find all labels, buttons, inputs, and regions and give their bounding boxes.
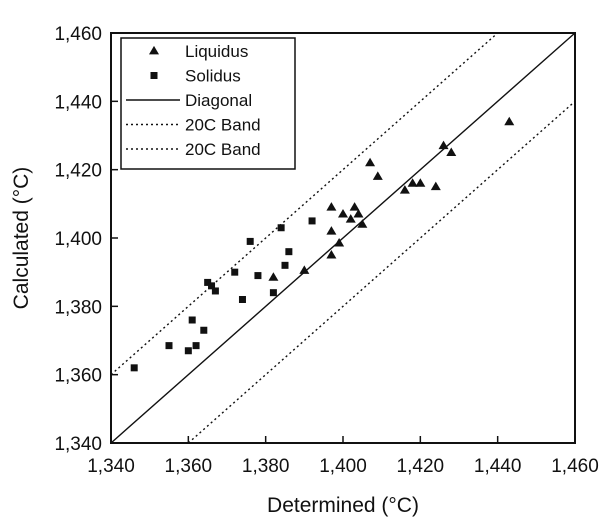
liquidus-point bbox=[415, 178, 426, 187]
liquidus-point bbox=[365, 157, 376, 167]
y-tick-label: 1,380 bbox=[54, 297, 102, 318]
solidus-point bbox=[269, 289, 277, 297]
legend-20c-band-label: 20C Band bbox=[185, 116, 261, 135]
legend-liquidus-label: Liquidus bbox=[185, 42, 248, 61]
solidus-point bbox=[204, 278, 212, 286]
x-tick-label: 1,460 bbox=[551, 456, 599, 477]
diagonal-line bbox=[111, 33, 575, 443]
20c-band-line bbox=[111, 33, 499, 376]
liquidus-point bbox=[326, 249, 337, 259]
solidus-point bbox=[254, 272, 262, 280]
liquidus-point bbox=[430, 181, 441, 191]
legend: Liquidus Solidus Diagonal 20C Band 20C Band bbox=[120, 37, 296, 170]
x-tick-label: 1,440 bbox=[474, 456, 522, 477]
liquidus-point bbox=[438, 140, 449, 150]
liquidus-point bbox=[338, 208, 348, 218]
solidus-point bbox=[130, 364, 138, 372]
solidus-point bbox=[184, 347, 192, 355]
x-tick-label: 1,380 bbox=[242, 456, 290, 477]
x-axis-title: Determined (°C) bbox=[267, 494, 419, 517]
solidus-point bbox=[192, 342, 200, 350]
y-tick-label: 1,440 bbox=[54, 92, 102, 113]
y-tick-label: 1,400 bbox=[54, 229, 102, 250]
ticks-layer: 1,340 1,360 1,380 1,400 1,420 1,440 1,460 1,340… bbox=[54, 24, 598, 477]
liquidus-point bbox=[407, 178, 418, 187]
lines-layer bbox=[111, 33, 575, 443]
20c-band-line bbox=[187, 100, 575, 443]
liquidus-point bbox=[357, 219, 368, 228]
solidus-point bbox=[246, 237, 254, 245]
legend-liquidus-marker bbox=[149, 45, 159, 55]
legend-box bbox=[120, 37, 296, 170]
legend-solidus-label: Solidus bbox=[185, 67, 241, 86]
y-tick-label: 1,420 bbox=[54, 161, 102, 182]
liquidus-point bbox=[326, 226, 337, 235]
solidus-point bbox=[188, 316, 196, 324]
y-tick-label: 1,340 bbox=[54, 434, 102, 455]
legend-20c-band-label: 20C Band bbox=[185, 140, 261, 159]
y-axis-title: Calculated (°C) bbox=[10, 167, 33, 310]
solidus-point bbox=[208, 282, 216, 290]
liquidus-point bbox=[372, 171, 383, 180]
x-tick-label: 1,360 bbox=[165, 456, 213, 477]
liquidus-point bbox=[268, 272, 279, 281]
points-layer bbox=[130, 116, 515, 372]
legend-diagonal-label: Diagonal bbox=[185, 91, 252, 110]
solidus-point bbox=[277, 224, 285, 232]
liquidus-point bbox=[446, 147, 457, 156]
x-tick-label: 1,420 bbox=[397, 456, 445, 477]
x-tick-label: 1,340 bbox=[87, 456, 135, 477]
y-tick-label: 1,460 bbox=[54, 24, 102, 45]
solidus-point bbox=[281, 261, 289, 269]
solidus-point bbox=[200, 326, 208, 334]
x-tick-label: 1,400 bbox=[319, 456, 367, 477]
liquidus-point bbox=[353, 208, 364, 218]
solidus-point bbox=[211, 287, 219, 295]
solidus-point bbox=[285, 248, 293, 256]
y-tick-label: 1,360 bbox=[54, 366, 102, 387]
solidus-point bbox=[231, 268, 239, 276]
liquidus-point bbox=[326, 202, 337, 211]
liquidus-point bbox=[399, 185, 410, 194]
legend-solidus-marker bbox=[150, 72, 158, 79]
solidus-point bbox=[238, 296, 246, 303]
liquidus-point bbox=[504, 116, 515, 126]
liquidus-point bbox=[334, 238, 345, 247]
solidus-point bbox=[165, 342, 173, 350]
solidus-point bbox=[308, 217, 316, 225]
liquidus-point bbox=[345, 214, 356, 223]
liquidus-point bbox=[349, 202, 360, 211]
liquidus-point bbox=[299, 265, 310, 274]
